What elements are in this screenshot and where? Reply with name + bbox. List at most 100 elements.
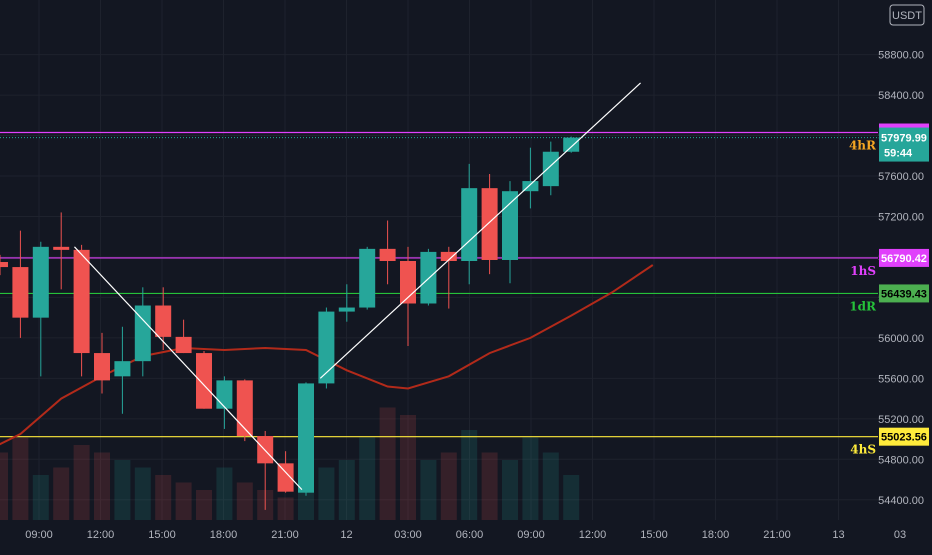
time-tick-label: 12:00 [579, 529, 607, 541]
candle [134, 287, 151, 377]
candle-body [32, 246, 49, 318]
volume-bar [461, 430, 478, 520]
candle-body [359, 248, 376, 308]
candle [53, 212, 70, 290]
candle [236, 379, 253, 442]
time-tick-label: 21:00 [271, 529, 299, 541]
volume-bar [0, 452, 8, 520]
level-price-tag-text: 56439.43 [881, 288, 927, 300]
candle-body [379, 248, 396, 261]
candle-body [277, 463, 294, 492]
volume-bar [175, 482, 192, 520]
currency-badge [889, 4, 925, 26]
candle-body [216, 380, 233, 409]
candle [196, 351, 212, 409]
candle [379, 220, 396, 285]
volume-bar [236, 482, 253, 520]
currency-label: USDT [892, 10, 922, 22]
candle-body [318, 311, 335, 384]
last-price-tag-text: 57979.99 [881, 133, 927, 145]
volume-bars [0, 407, 580, 520]
volume-bar [338, 460, 355, 520]
trendline [74, 246, 303, 491]
candle [32, 241, 49, 377]
candle-body [563, 137, 580, 152]
volume-bar [420, 460, 437, 520]
volume-bar [155, 475, 172, 520]
time-tick-label: 21:00 [763, 529, 791, 541]
candle-body [114, 361, 131, 377]
candle-body [12, 267, 29, 318]
candle-body [440, 251, 457, 261]
volume-bar [32, 475, 49, 520]
time-axis-background [0, 520, 932, 550]
level-price-tag-text: 56790.42 [881, 253, 927, 265]
price-tick-label: 58400.00 [878, 90, 924, 102]
price-tick-label: 57600.00 [878, 171, 924, 183]
candle [481, 173, 498, 275]
price-tick-label: 57200.00 [878, 211, 924, 223]
candle-body [298, 383, 314, 493]
time-tick-label: 15:00 [148, 529, 176, 541]
volume-bar [481, 452, 498, 520]
volume-bar [94, 452, 110, 520]
candle-body [134, 305, 151, 362]
level-price-tag [879, 248, 929, 267]
candle-body [461, 188, 478, 261]
candles [0, 136, 580, 510]
candle [12, 230, 29, 338]
price-tick-label: 55200.00 [878, 414, 924, 426]
volume-bar [379, 407, 396, 520]
price-tick-label: 56000.00 [878, 333, 924, 345]
volume-bar [216, 467, 233, 520]
candle [175, 319, 192, 354]
candle-body [175, 336, 192, 354]
level-price-tag [879, 427, 929, 446]
time-tick-label: 03 [894, 529, 906, 541]
candle [155, 287, 172, 351]
level-price-tag [879, 284, 929, 303]
price-tick-label: 58800.00 [878, 50, 924, 62]
candle-body [420, 251, 437, 304]
level-name-label: 4hR [849, 139, 877, 153]
candle-body [481, 188, 498, 260]
volume-bar [563, 475, 580, 520]
candle [420, 248, 437, 306]
time-tick-label: 09:00 [517, 529, 545, 541]
candle-body [73, 249, 90, 354]
trendline [319, 82, 641, 379]
candle-body [155, 305, 172, 337]
candle-body [338, 307, 355, 312]
candle-body [53, 246, 70, 250]
candle-body [542, 151, 559, 187]
last-price-tag [879, 127, 929, 162]
volume-bar [53, 467, 70, 520]
candle [0, 254, 8, 276]
price-tick-label: 54400.00 [878, 495, 924, 507]
level-name-label: 1dR [849, 299, 877, 313]
candle [114, 326, 131, 414]
candle-body [502, 191, 518, 260]
time-tick-label: 06:00 [456, 529, 484, 541]
time-tick-label: 09:00 [25, 529, 53, 541]
time-tick-label: 18:00 [702, 529, 730, 541]
candle [359, 246, 376, 310]
candle-body [236, 380, 253, 437]
volume-bar [502, 460, 518, 520]
candle [563, 136, 580, 153]
candle [318, 307, 335, 389]
candle-body [522, 181, 539, 192]
candle [400, 246, 416, 346]
horizontal-levels [0, 131, 878, 438]
candle [542, 141, 559, 196]
candle [94, 332, 110, 394]
price-tags: USDT56439.431dR58050.664hR56790.421hS550… [849, 4, 929, 457]
candle-body [94, 353, 110, 381]
candle [440, 246, 457, 309]
volume-bar [440, 452, 457, 520]
price-axis-background [878, 0, 932, 550]
time-tick-label: 18:00 [210, 529, 238, 541]
